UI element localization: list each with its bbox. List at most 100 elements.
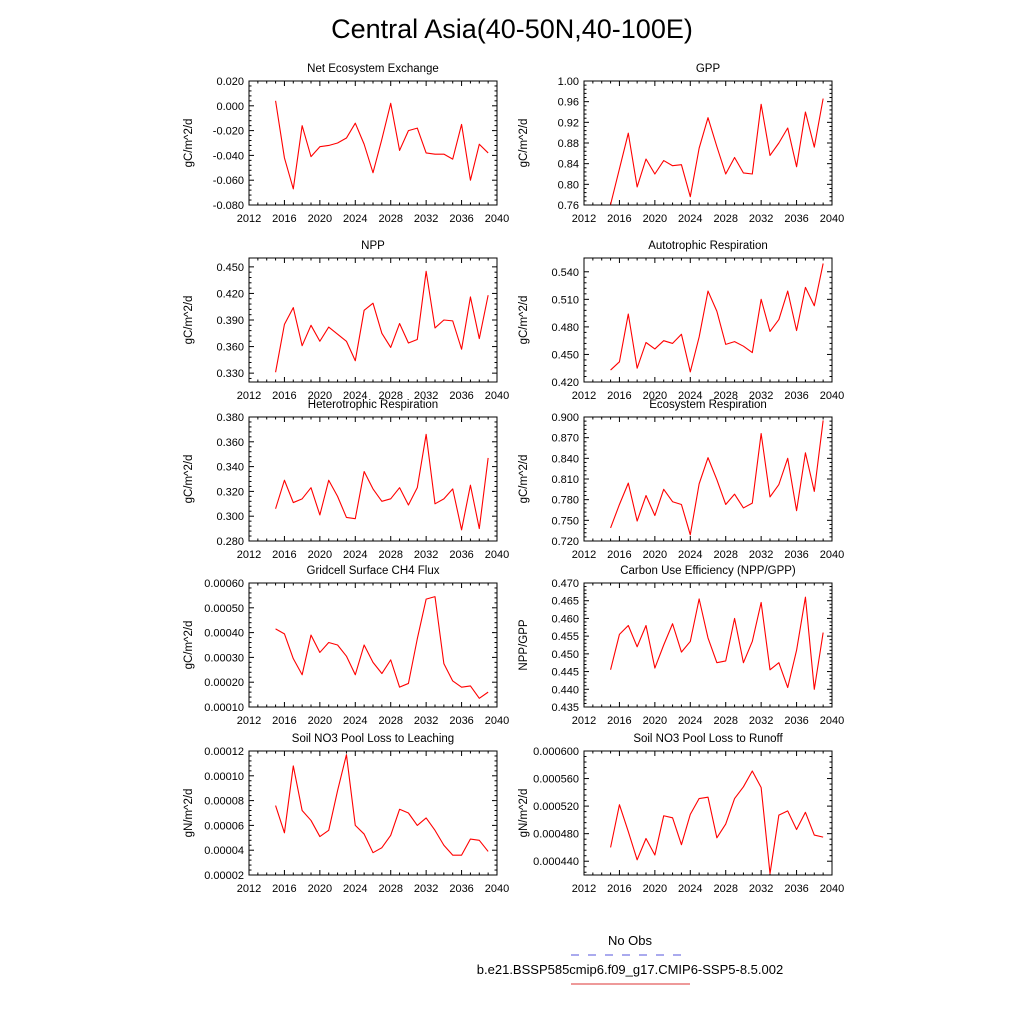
x-tick-label: 2028	[378, 213, 402, 225]
x-tick-label: 2028	[713, 390, 737, 402]
x-tick-label: 2028	[378, 549, 402, 561]
y-tick-label: 0.460	[551, 613, 579, 625]
y-tick-label: 0.810	[551, 474, 579, 486]
x-tick-label: 2036	[449, 715, 473, 727]
chart-panel-6: Ecosystem Respiration gC/m^2/d 2012 2016 202…	[518, 399, 844, 561]
y-tick-label: 0.470	[551, 578, 579, 590]
x-tick-label: 2016	[607, 715, 631, 727]
x-tick-label: 2020	[308, 883, 332, 895]
x-tick-label: 2028	[713, 883, 737, 895]
x-tick-label: 2040	[485, 715, 509, 727]
x-tick-label: 2012	[572, 883, 596, 895]
y-tick-label: 0.000600	[533, 746, 579, 758]
x-tick-label: 2012	[572, 390, 596, 402]
x-tick-label: 2012	[237, 390, 261, 402]
x-tick-label: 2024	[343, 883, 367, 895]
y-tick-label: -0.080	[213, 200, 244, 212]
x-tick-label: 2012	[572, 715, 596, 727]
y-tick-label: 0.000440	[533, 856, 579, 868]
x-tick-label: 2012	[572, 213, 596, 225]
y-tick-label: 0.00050	[204, 603, 244, 615]
plot-frame	[583, 257, 833, 383]
x-tick-label: 2024	[678, 213, 702, 225]
y-tick-label: 0.76	[558, 200, 579, 212]
x-tick-label: 2040	[485, 390, 509, 402]
y-tick-label: 0.360	[216, 437, 244, 449]
y-tick-label: 0.000480	[533, 829, 579, 841]
x-tick-label: 2040	[820, 715, 844, 727]
x-tick-label: 2024	[343, 390, 367, 402]
x-tick-label: 2024	[343, 549, 367, 561]
x-tick-label: 2016	[607, 549, 631, 561]
plot-frame	[583, 80, 833, 206]
y-tick-label: 0.00030	[204, 652, 244, 664]
x-tick-label: 2012	[237, 549, 261, 561]
chart-title: Soil NO3 Pool Loss to Runoff	[633, 733, 783, 745]
x-tick-label: 2036	[784, 213, 808, 225]
y-tick-label: 0.00006	[204, 820, 244, 832]
x-tick-label: 2020	[643, 390, 667, 402]
x-tick-label: 2016	[272, 883, 296, 895]
y-tick-label: 0.780	[551, 495, 579, 507]
x-tick-label: 2032	[749, 883, 773, 895]
y-tick-label: -0.020	[213, 126, 244, 138]
y-tick-label: -0.060	[213, 175, 244, 187]
x-tick-label: 2020	[643, 715, 667, 727]
chart-panel-4: Autotrophic Respiration gC/m^2/d 2012 2016 2…	[518, 240, 844, 402]
y-tick-label: 0.870	[551, 433, 579, 445]
y-tick-label: 0.445	[551, 667, 579, 679]
chart-title: Autotrophic Respiration	[648, 240, 768, 252]
x-tick-label: 2016	[272, 390, 296, 402]
chart-title: Net Ecosystem Exchange	[307, 63, 439, 75]
x-tick-label: 2028	[378, 390, 402, 402]
y-tick-label: 0.00012	[204, 746, 244, 758]
x-tick-label: 2012	[572, 549, 596, 561]
series-line	[610, 596, 824, 690]
y-tick-label: 0.320	[216, 486, 244, 498]
plot-frame	[583, 582, 833, 708]
x-tick-label: 2016	[272, 549, 296, 561]
chart-title: Soil NO3 Pool Loss to Leaching	[292, 733, 454, 745]
y-tick-label: 0.84	[558, 159, 579, 171]
y-tick-label: 0.000	[216, 101, 244, 113]
x-tick-label: 2020	[643, 213, 667, 225]
y-tick-label: 0.020	[216, 76, 244, 88]
y-tick-label: 0.540	[551, 267, 579, 279]
x-tick-label: 2024	[678, 715, 702, 727]
x-tick-label: 2040	[485, 883, 509, 895]
chart-title: Ecosystem Respiration	[649, 399, 767, 411]
y-axis-label: gC/m^2/d	[183, 119, 195, 168]
x-tick-label: 2040	[485, 213, 509, 225]
y-tick-label: 0.80	[558, 179, 579, 191]
chart-panel-1: Net Ecosystem Exchange gC/m^2/d 2012 2016 20…	[183, 63, 509, 225]
y-tick-label: 0.480	[551, 322, 579, 334]
x-tick-label: 2032	[414, 213, 438, 225]
series-line	[275, 596, 489, 699]
y-tick-label: 0.00010	[204, 771, 244, 783]
y-axis-label: gC/m^2/d	[518, 296, 530, 345]
y-axis-label: gC/m^2/d	[518, 455, 530, 504]
x-tick-label: 2032	[414, 549, 438, 561]
y-tick-label: 0.000520	[533, 801, 579, 813]
x-tick-label: 2032	[749, 715, 773, 727]
y-tick-label: 0.300	[216, 511, 244, 523]
series-line	[275, 754, 489, 856]
x-tick-label: 2040	[820, 213, 844, 225]
plot-frame	[248, 750, 498, 876]
series-line	[275, 270, 489, 373]
y-tick-label: 0.00060	[204, 578, 244, 590]
y-axis-label: gN/m^2/d	[518, 789, 530, 838]
y-tick-label: 0.455	[551, 631, 579, 643]
y-tick-label: 0.96	[558, 97, 579, 109]
y-tick-label: 0.330	[216, 368, 244, 380]
y-tick-label: 0.88	[558, 138, 579, 150]
x-tick-label: 2040	[820, 390, 844, 402]
x-tick-label: 2012	[237, 213, 261, 225]
y-tick-label: 0.00040	[204, 628, 244, 640]
x-tick-label: 2016	[607, 390, 631, 402]
x-tick-label: 2020	[308, 390, 332, 402]
x-tick-label: 2016	[272, 213, 296, 225]
legend-lines	[571, 954, 690, 985]
y-tick-label: -0.040	[213, 150, 244, 162]
y-tick-label: 0.340	[216, 462, 244, 474]
